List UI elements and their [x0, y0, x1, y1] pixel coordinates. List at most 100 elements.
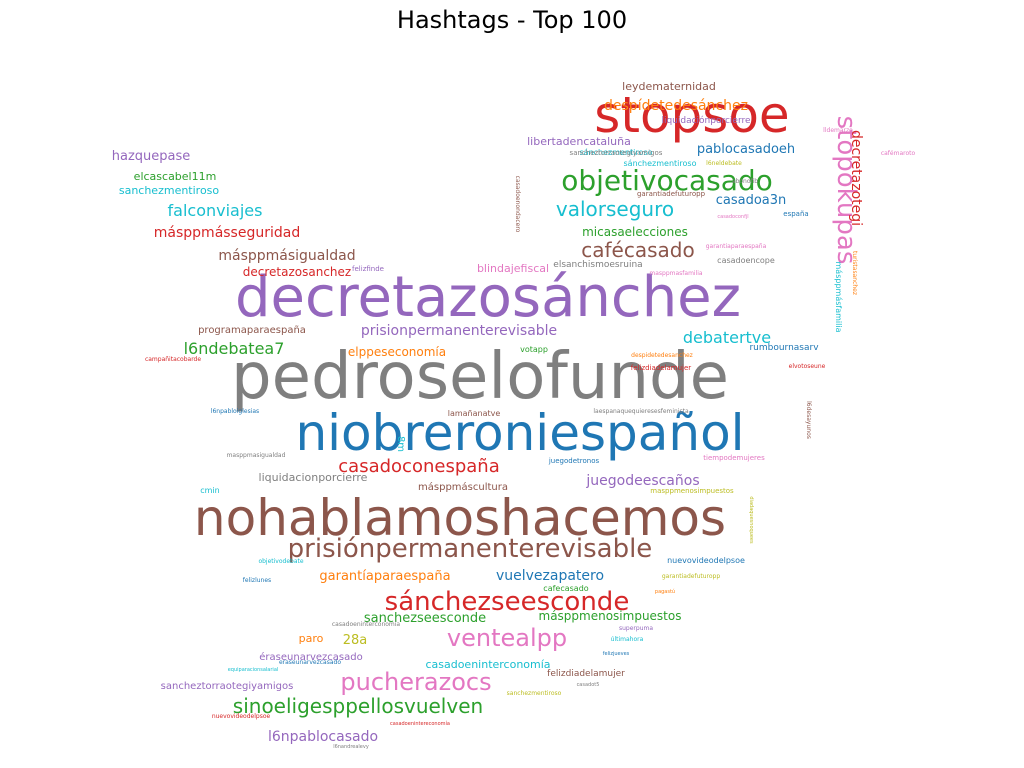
word-14: casadoconespaña	[338, 456, 499, 477]
word-68: felizfinde	[352, 265, 384, 273]
word-37: blindajefiscal	[477, 262, 549, 275]
word-36: casadoeninterconomía	[425, 658, 550, 671]
word-62: cafecasado	[543, 584, 588, 593]
word-44: liquidacionporcierre	[259, 471, 368, 484]
word-85: l6desayunos	[805, 401, 812, 439]
word-7: sánchezseesconde	[385, 587, 630, 617]
word-66: masppmenosimpuestos	[650, 487, 734, 495]
word-21: vuelvezapatero	[496, 568, 604, 584]
word-28: 28a	[343, 633, 368, 648]
word-48: elsanchismoesruina	[553, 260, 642, 270]
word-83: lldemarzo	[823, 127, 853, 134]
word-5: prisiónpermanenterevisable	[288, 534, 653, 564]
word-50: rumbournasarv	[749, 343, 819, 353]
word-40: elcascabel11m	[134, 170, 217, 183]
word-27: sanchezseesconde	[364, 611, 486, 626]
word-99: casadoenintereconomía	[390, 720, 450, 727]
word-75: elvotoseune	[789, 363, 826, 370]
word-52: casadoencope	[717, 256, 775, 265]
word-98: nuevovideodelpsoe	[212, 713, 271, 720]
word-59: sancheztorraotegiyamigos	[570, 149, 663, 157]
word-12: valorseguro	[556, 197, 674, 221]
word-13: cafécasado	[581, 238, 694, 262]
word-73: l6npabloiglesias	[211, 408, 259, 415]
word-101: diadaquesnoquees	[748, 496, 754, 544]
word-1: decretazosánchez	[235, 265, 741, 330]
word-78: l6neldebate	[706, 160, 742, 167]
word-96: casadot5	[577, 682, 600, 688]
word-74: laespanaquequieresesfeminista	[593, 408, 689, 415]
word-46: leydematernidad	[622, 80, 716, 93]
word-95: felizjueves	[603, 651, 630, 657]
word-65: tiempodemujeres	[703, 454, 765, 462]
word-77: casadoenondacero	[514, 176, 521, 233]
word-25: despídetedesánchez	[604, 98, 748, 114]
word-24: l6npablocasado	[268, 729, 378, 745]
word-23: másppmásigualdad	[218, 248, 355, 264]
word-64: juegodetronos	[548, 457, 600, 465]
word-32: hazquepase	[112, 149, 191, 164]
word-67: felizdiadelamujer	[631, 364, 692, 372]
word-0: pedroselofunde	[231, 340, 729, 414]
word-35: decretazosanchez	[243, 265, 351, 279]
word-30: pablocasadoeh	[697, 142, 795, 157]
word-71: despidetedesanchez	[631, 352, 693, 359]
word-39: libertadencataluña	[527, 135, 631, 148]
word-51: felizdiadelamujer	[547, 669, 625, 679]
word-100: l6nandrealevy	[333, 744, 369, 750]
word-11: sinoeligesppellosvuelven	[233, 694, 483, 718]
word-3: niobreroniespañol	[295, 404, 744, 462]
word-53: sánchezmentiroso	[580, 148, 653, 157]
word-41: paro	[299, 632, 324, 645]
word-60: votapp	[520, 345, 548, 354]
word-72: campañitacobarde	[145, 356, 201, 363]
chart-title: Hashtags - Top 100	[396, 6, 628, 34]
word-42: éraseunarvezcasado	[259, 651, 362, 663]
word-58: cmin	[200, 486, 219, 495]
word-91: casadoeninterconomia	[332, 621, 401, 628]
word-26: garantíaparaespaña	[319, 569, 450, 584]
word-33: elppeseconomía	[348, 345, 446, 359]
word-93: eraseunarvezcasado	[279, 659, 341, 666]
word-94: equiparacionsalarial	[228, 667, 279, 673]
word-2: nohablamoshacemos	[194, 489, 726, 547]
word-55: lamañanatve	[448, 409, 501, 418]
word-45: másppmáscultura	[418, 481, 508, 493]
word-97: sanchezmentiroso	[507, 690, 562, 697]
word-34: másppmenosimpuestos	[539, 609, 682, 623]
word-4: stopsoe	[594, 86, 789, 144]
word-22: másppmásseguridad	[154, 225, 300, 241]
word-70: garantiaparaespaña	[706, 243, 767, 250]
word-82: turistasanchez	[851, 251, 858, 295]
word-15: decretazotegi	[848, 130, 864, 226]
word-47: programaparaespaña	[198, 325, 306, 336]
word-49: liquidaciónporcierre	[661, 115, 751, 126]
word-87: felizlunes	[243, 577, 271, 584]
word-10: pucherazocs	[340, 668, 491, 696]
word-54: 8m	[395, 436, 406, 452]
word-43: sancheztorraotegiyamigos	[161, 681, 294, 692]
word-92: últimahora	[611, 636, 644, 643]
word-69: masppmasfamilia	[649, 270, 703, 277]
word-20: prisionpermanenterevisable	[361, 323, 557, 339]
word-86: objetivodebate	[258, 558, 303, 565]
word-88: garantiadefuturopp	[662, 573, 721, 580]
word-6: objetivocasado	[561, 164, 773, 197]
word-90: superpuma	[619, 625, 653, 632]
word-57: sánchezmentiroso	[624, 159, 697, 168]
word-29: casadoa3n	[716, 193, 787, 208]
word-18: l6ndebatea7	[184, 339, 285, 358]
word-84: cafémaroto	[881, 150, 916, 157]
word-80: casadoconfjl	[717, 214, 748, 220]
word-89: pagastú	[655, 588, 675, 595]
word-81: españa	[783, 210, 808, 218]
word-31: micasaelecciones	[582, 225, 688, 239]
word-17: falconviajes	[168, 201, 263, 220]
word-8: stopokupas	[831, 116, 861, 265]
word-56: másppmásfamilia	[834, 262, 843, 333]
word-38: sanchezmentiroso	[119, 184, 220, 197]
word-9: ventealpp	[447, 624, 567, 652]
word-79: abonofib	[732, 178, 758, 185]
word-76: masppmasigualdad	[227, 452, 286, 459]
